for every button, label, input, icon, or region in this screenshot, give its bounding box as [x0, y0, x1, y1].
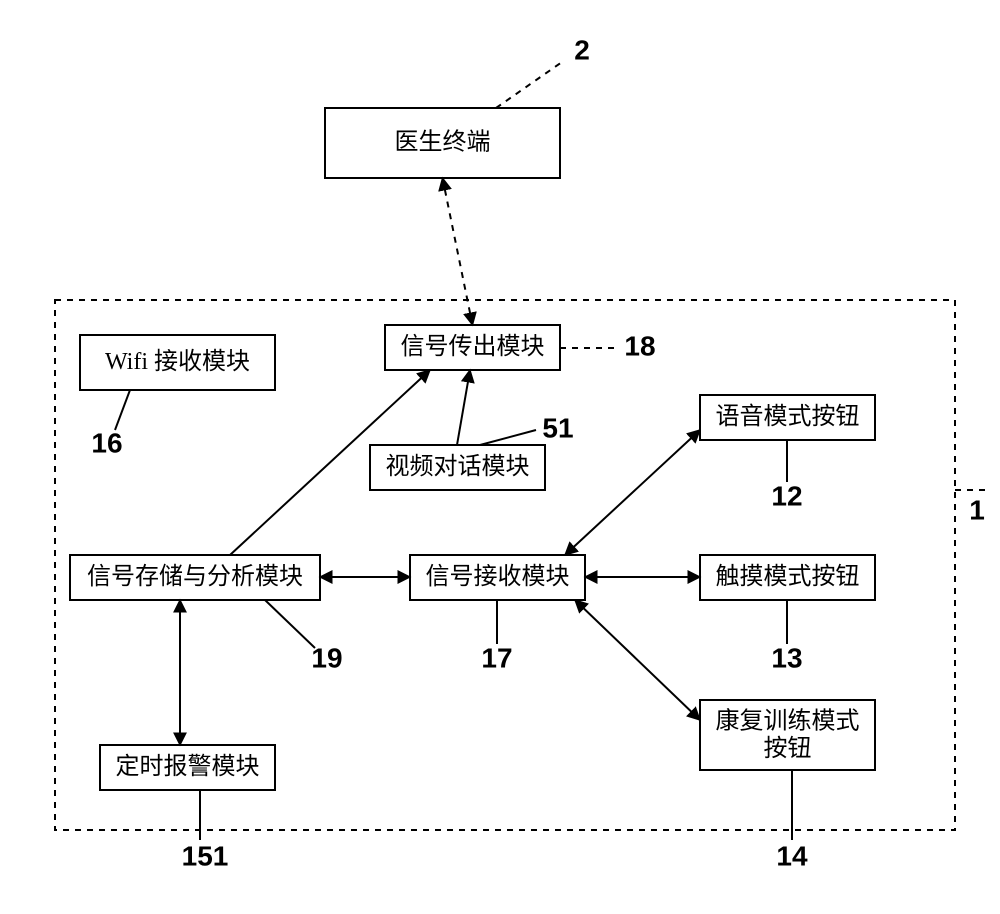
arrow-sigin-rehab [575, 600, 700, 720]
ref-51: 51 [542, 412, 573, 443]
box-alarm-label: 定时报警模块 [116, 753, 260, 780]
arrow-video-sigout [457, 370, 470, 445]
ref-17: 17 [481, 642, 512, 673]
box-voice: 语音模式按钮 [700, 395, 875, 440]
ref-13: 13 [771, 642, 802, 673]
box-store: 信号存储与分析模块 [70, 555, 320, 600]
ref-12: 12 [771, 480, 802, 511]
box-voice-label: 语音模式按钮 [716, 403, 860, 430]
box-sigout-label: 信号传出模块 [401, 333, 545, 360]
ref-151: 151 [182, 840, 229, 871]
boxes: 医生终端 Wifi 接收模块 信号传出模块视频对话模块 语音模式按钮信号存储与分析模块… [70, 108, 875, 790]
box-rehab: 康复训练模式按钮 [700, 700, 875, 770]
box-touch-label: 触摸模式按钮 [716, 563, 860, 590]
box-video: 视频对话模块 [370, 445, 545, 490]
box-store-label: 信号存储与分析模块 [87, 563, 303, 590]
ref-1: 1 [969, 494, 985, 525]
box-wifi: Wifi 接收模块 [80, 335, 275, 390]
box-alarm: 定时报警模块 [100, 745, 275, 790]
leader-n19 [265, 600, 315, 648]
box-touch: 触摸模式按钮 [700, 555, 875, 600]
box-sigin: 信号接收模块 [410, 555, 585, 600]
ref-19: 19 [311, 642, 342, 673]
box-rehab-label-1: 康复训练模式 [716, 708, 860, 735]
ref-16: 16 [91, 427, 122, 458]
ref-18: 18 [624, 330, 655, 361]
box-wifi-label: Wifi 接收模块 [105, 348, 250, 375]
diagram-canvas: 医生终端 Wifi 接收模块 信号传出模块视频对话模块 语音模式按钮信号存储与分析模块… [0, 0, 1000, 914]
box-video-label: 视频对话模块 [386, 453, 530, 480]
arrow-doctor-sigout [443, 178, 473, 325]
box-doctor: 医生终端 [325, 108, 560, 178]
ref-14: 14 [776, 840, 808, 871]
leader-n2 [496, 62, 562, 108]
box-doctor-label: 医生终端 [395, 129, 491, 156]
box-sigout: 信号传出模块 [385, 325, 560, 370]
ref-2: 2 [574, 34, 590, 65]
panel-1-ref: 1 [955, 490, 985, 525]
arrow-voice-sigin [565, 430, 700, 555]
leader-n16 [115, 390, 130, 430]
box-sigin-label: 信号接收模块 [426, 563, 570, 590]
box-rehab-label-2: 按钮 [764, 735, 812, 762]
leader-n51 [480, 430, 536, 445]
